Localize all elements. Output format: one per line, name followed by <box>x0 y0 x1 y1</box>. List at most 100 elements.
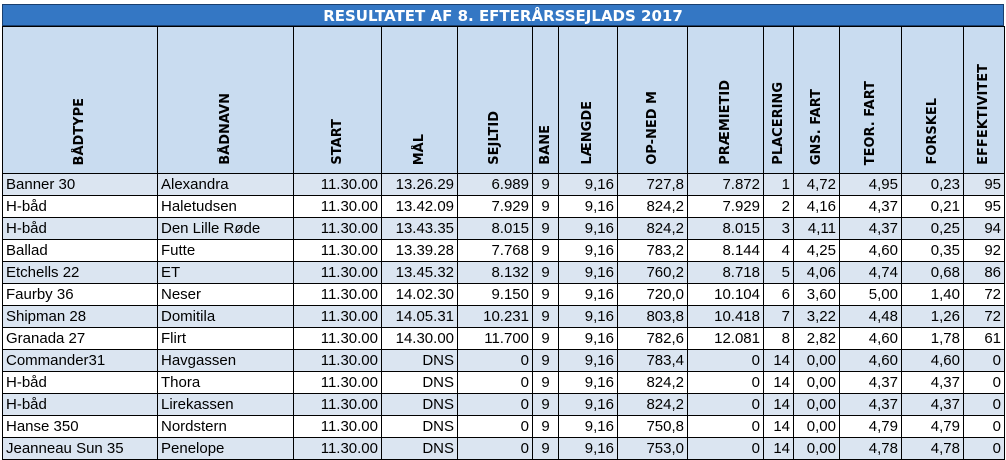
cell-teor-fart: 4,37 <box>839 195 902 218</box>
col-header-teor-fart: TEOR. FART <box>839 26 902 174</box>
cell-gns-fart: 4,25 <box>793 239 840 262</box>
cell-bane: 9 <box>532 393 559 416</box>
cell-bane: 9 <box>532 371 559 394</box>
cell-forskel: 0,35 <box>901 239 964 262</box>
cell-start: 11.30.00 <box>293 283 382 306</box>
cell-placering: 4 <box>763 239 794 262</box>
cell-maal: 14.30.00 <box>381 327 458 350</box>
cell-effektivitet: 94 <box>963 217 1005 240</box>
cell-gns-fart: 0,00 <box>793 371 840 394</box>
cell-baadnavn: Neser <box>157 283 294 306</box>
cell-baadnavn: Flirt <box>157 327 294 350</box>
cell-teor-fart: 4,48 <box>839 305 902 328</box>
cell-bane: 9 <box>532 437 559 460</box>
table-row: Shipman 28 Domitila 11.30.00 14.05.31 10.231… <box>2 305 1005 328</box>
cell-sejltid: 0 <box>457 437 533 460</box>
cell-baadtype: Commander31 <box>2 349 158 372</box>
cell-teor-fart: 4,37 <box>839 217 902 240</box>
cell-op-ned-m: 782,6 <box>617 327 688 350</box>
cell-teor-fart: 4,60 <box>839 349 902 372</box>
table-row: H-båd Haletudsen 11.30.00 13.42.09 7.929 9 9,1… <box>2 195 1005 218</box>
cell-op-ned-m: 824,2 <box>617 195 688 218</box>
cell-sejltid: 10.231 <box>457 305 533 328</box>
cell-placering: 14 <box>763 437 794 460</box>
cell-maal: 14.02.30 <box>381 283 458 306</box>
cell-sejltid: 11.700 <box>457 327 533 350</box>
cell-start: 11.30.00 <box>293 371 382 394</box>
cell-praemietid: 0 <box>687 437 764 460</box>
cell-baadnavn: Havgassen <box>157 349 294 372</box>
cell-praemietid: 8.718 <box>687 261 764 284</box>
cell-baadtype: H-båd <box>2 393 158 416</box>
cell-op-ned-m: 803,8 <box>617 305 688 328</box>
cell-baadnavn: Den Lille Røde <box>157 217 294 240</box>
cell-forskel: 4,79 <box>901 415 964 438</box>
cell-sejltid: 7.768 <box>457 239 533 262</box>
cell-placering: 1 <box>763 173 794 196</box>
cell-forskel: 0,21 <box>901 195 964 218</box>
results-table: BÅDTYPE BÅDNAVN START MÅL SEJLTID BANE L… <box>2 26 1005 460</box>
cell-laengde: 9,16 <box>558 217 618 240</box>
cell-praemietid: 0 <box>687 371 764 394</box>
cell-placering: 14 <box>763 349 794 372</box>
cell-forskel: 4,60 <box>901 349 964 372</box>
cell-maal: DNS <box>381 349 458 372</box>
cell-start: 11.30.00 <box>293 415 382 438</box>
cell-sejltid: 9.150 <box>457 283 533 306</box>
cell-bane: 9 <box>532 173 559 196</box>
table-row: Faurby 36 Neser 11.30.00 14.02.30 9.150 9 9,16… <box>2 283 1005 306</box>
col-header-maal: MÅL <box>381 26 458 174</box>
cell-gns-fart: 0,00 <box>793 393 840 416</box>
cell-baadtype: H-båd <box>2 217 158 240</box>
cell-effektivitet: 0 <box>963 349 1005 372</box>
cell-gns-fart: 4,72 <box>793 173 840 196</box>
table-row: Commander31 Havgassen 11.30.00 DNS 0 9 9,16 783… <box>2 349 1005 372</box>
cell-placering: 14 <box>763 393 794 416</box>
cell-start: 11.30.00 <box>293 305 382 328</box>
cell-baadnavn: ET <box>157 261 294 284</box>
cell-effektivitet: 95 <box>963 195 1005 218</box>
table-row: H-båd Thora 11.30.00 DNS 0 9 9,16 824,2 0 14 0,00 4… <box>2 371 1005 394</box>
cell-start: 11.30.00 <box>293 349 382 372</box>
cell-effektivitet: 0 <box>963 437 1005 460</box>
cell-forskel: 0,23 <box>901 173 964 196</box>
cell-gns-fart: 0,00 <box>793 437 840 460</box>
cell-bane: 9 <box>532 327 559 350</box>
cell-op-ned-m: 824,2 <box>617 371 688 394</box>
cell-teor-fart: 4,79 <box>839 415 902 438</box>
table-title: RESULTATET AF 8. EFTERÅRSSEJLADS 2017 <box>2 4 1004 26</box>
cell-forskel: 4,78 <box>901 437 964 460</box>
cell-start: 11.30.00 <box>293 437 382 460</box>
cell-gns-fart: 4,16 <box>793 195 840 218</box>
cell-laengde: 9,16 <box>558 261 618 284</box>
cell-baadtype: Hanse 350 <box>2 415 158 438</box>
cell-baadtype: Granada 27 <box>2 327 158 350</box>
cell-baadnavn: Futte <box>157 239 294 262</box>
cell-effektivitet: 0 <box>963 393 1005 416</box>
cell-forskel: 1,26 <box>901 305 964 328</box>
col-header-placering: PLACERING <box>763 26 794 174</box>
cell-bane: 9 <box>532 217 559 240</box>
col-header-laengde: LÆNGDE <box>558 26 618 174</box>
cell-teor-fart: 4,74 <box>839 261 902 284</box>
cell-maal: DNS <box>381 371 458 394</box>
cell-placering: 7 <box>763 305 794 328</box>
table-row: Ballad Futte 11.30.00 13.39.28 7.768 9 9,16 783… <box>2 239 1005 262</box>
cell-maal: 14.05.31 <box>381 305 458 328</box>
cell-gns-fart: 2,82 <box>793 327 840 350</box>
cell-baadnavn: Thora <box>157 371 294 394</box>
cell-praemietid: 8.015 <box>687 217 764 240</box>
cell-maal: 13.39.28 <box>381 239 458 262</box>
cell-sejltid: 0 <box>457 349 533 372</box>
cell-praemietid: 12.081 <box>687 327 764 350</box>
cell-op-ned-m: 727,8 <box>617 173 688 196</box>
cell-start: 11.30.00 <box>293 393 382 416</box>
cell-gns-fart: 3,22 <box>793 305 840 328</box>
cell-op-ned-m: 720,0 <box>617 283 688 306</box>
col-header-op-ned-m: OP-NED M <box>617 26 688 174</box>
cell-gns-fart: 4,11 <box>793 217 840 240</box>
table-row: Hanse 350 Nordstern 11.30.00 DNS 0 9 9,16 750,8… <box>2 415 1005 438</box>
col-header-forskel: FORSKEL <box>901 26 964 174</box>
cell-placering: 3 <box>763 217 794 240</box>
cell-effektivitet: 0 <box>963 371 1005 394</box>
